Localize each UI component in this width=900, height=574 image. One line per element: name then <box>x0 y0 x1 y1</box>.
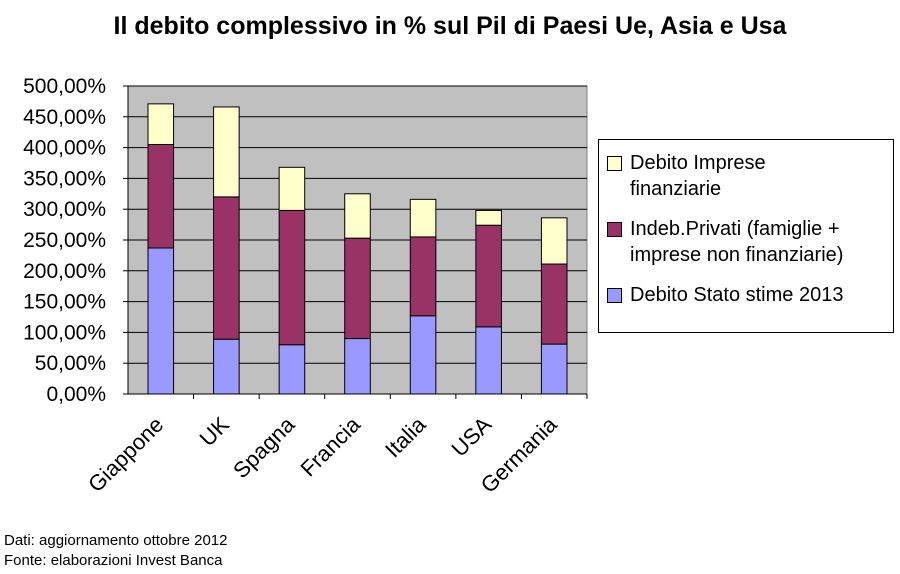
bar-germania-series-0 <box>540 343 568 395</box>
legend-item-stato: Debito Stato stime 2013 <box>607 282 843 308</box>
bar-spagna-series-2 <box>278 166 306 211</box>
category-label-usa: USA <box>447 412 497 462</box>
bar-uk-series-0 <box>213 338 240 395</box>
y-tick-label: 250,00% <box>23 229 106 252</box>
legend-label-stato: Debito Stato stime 2013 <box>630 284 844 306</box>
y-tick-label: 500,00% <box>23 75 106 98</box>
category-label-uk: UK <box>195 412 235 452</box>
bar-uk-series-1 <box>213 196 240 340</box>
y-tick-label: 0,00% <box>46 383 106 406</box>
legend-swatch-imprese-finanziarie <box>607 156 622 171</box>
y-tick-label: 50,00% <box>35 352 106 375</box>
bar-italia-series-0 <box>409 315 437 395</box>
legend-label-imprese-finanziarie: Debito Imprese finanziarie <box>630 152 766 200</box>
category-label-spagna: Spagna <box>228 411 300 483</box>
footnote-source: Fonte: elaborazioni Invest Banca <box>4 552 223 569</box>
bar-germania-series-1 <box>540 263 568 345</box>
chart-title: Il debito complessivo in % sul Pil di Pa… <box>113 12 787 40</box>
legend-label-privati: Indeb.Privati (famiglie + imprese non fi… <box>630 218 844 266</box>
y-tick-label: 100,00% <box>23 321 106 344</box>
bar-giappone-series-2 <box>147 103 175 146</box>
footnote-data: Dati: aggiornamento ottobre 2012 <box>4 532 228 549</box>
bar-spagna-series-0 <box>278 344 306 395</box>
bar-italia-series-2 <box>409 198 437 238</box>
legend-swatch-stato <box>607 288 622 303</box>
bar-francia-series-1 <box>344 237 371 340</box>
legend-item-imprese-finanziarie: Debito Imprese finanziarie <box>607 150 766 202</box>
bar-usa-series-1 <box>475 224 502 328</box>
bar-usa-series-0 <box>475 326 502 395</box>
bar-giappone-series-0 <box>147 247 175 395</box>
bar-spagna-series-1 <box>278 209 306 346</box>
legend-swatch-privati <box>607 222 622 237</box>
category-label-giappone: Giappone <box>83 412 168 497</box>
bar-germania-series-2 <box>540 217 568 265</box>
bar-italia-series-1 <box>409 236 437 317</box>
bar-uk-series-2 <box>213 106 240 198</box>
y-tick-label: 450,00% <box>23 106 106 129</box>
y-tick-label: 200,00% <box>23 260 106 283</box>
bar-giappone-series-1 <box>147 144 175 249</box>
category-label-francia: Francia <box>295 411 365 481</box>
legend: Debito Imprese finanziarie Indeb.Privati… <box>598 139 894 333</box>
category-label-italia: Italia <box>380 411 431 462</box>
y-tick-label: 350,00% <box>23 167 106 190</box>
bar-francia-series-0 <box>344 338 371 395</box>
bar-usa-series-2 <box>475 209 502 226</box>
y-tick-label: 400,00% <box>23 137 106 160</box>
bar-francia-series-2 <box>344 193 371 239</box>
y-tick-label: 150,00% <box>23 291 106 314</box>
y-tick-label: 300,00% <box>23 198 106 221</box>
legend-item-privati: Indeb.Privati (famiglie + imprese non fi… <box>607 216 843 268</box>
